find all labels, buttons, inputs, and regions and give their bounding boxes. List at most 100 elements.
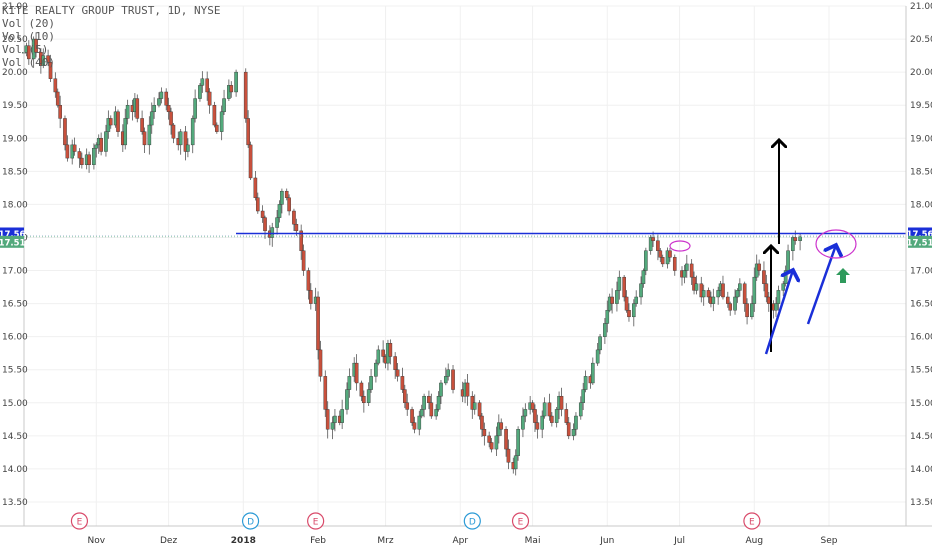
candle-down: [253, 177, 258, 198]
candle-down: [764, 283, 769, 298]
candle-down: [316, 296, 320, 351]
candle-down: [651, 237, 655, 241]
price-axes[interactable]: 21.00 21.00 20.50 20.50 20.00 20.00 19.50 19.50…: [0, 2, 932, 526]
dividend-marker: [463, 512, 481, 530]
candle-down: [451, 369, 455, 390]
y-tick-label-left: 18.50: [2, 167, 28, 177]
horizontal-lines: [0, 232, 906, 238]
candle-up: [443, 376, 448, 384]
candle-up: [603, 323, 607, 337]
candle-down: [55, 91, 60, 106]
candle-down: [566, 422, 571, 437]
candle-up: [159, 91, 164, 99]
candle-up: [554, 409, 559, 423]
resistance-price-badge-right: 17.56: [907, 230, 932, 240]
candle-down: [793, 237, 798, 241]
candle-down: [135, 98, 140, 119]
candle-down: [429, 402, 434, 417]
candle-down: [294, 224, 299, 232]
candle-up: [605, 310, 610, 324]
candle-down: [742, 283, 747, 304]
candle-up: [198, 85, 202, 99]
candle-up: [277, 204, 282, 218]
candle-up: [270, 227, 275, 238]
candle-up: [694, 283, 699, 291]
candle-up: [598, 336, 602, 351]
dividend-marker: [241, 512, 260, 530]
candle-down: [166, 104, 171, 113]
candle-up: [125, 104, 130, 119]
up-arrow-green-icon: [836, 268, 850, 283]
candle-down: [309, 290, 313, 304]
candle-down: [108, 118, 113, 126]
candle-up: [783, 270, 788, 284]
candle-up: [347, 376, 352, 390]
candle-up: [200, 78, 205, 86]
candle-up: [578, 402, 583, 417]
candle-down: [388, 343, 393, 357]
candle-down: [622, 276, 626, 298]
candle-up: [340, 409, 344, 423]
candle-down: [766, 296, 771, 304]
candle-down: [299, 230, 303, 251]
candle-up: [516, 429, 520, 456]
y-tick-label-right: 15.50: [910, 366, 932, 376]
y-tick-label-right: 21.00: [910, 2, 932, 12]
candle-down: [58, 104, 62, 119]
candle-down: [530, 402, 535, 410]
y-tick-label-right: 20.00: [910, 68, 932, 78]
candle-down: [183, 131, 188, 152]
candle-down: [215, 124, 219, 132]
y-tick-label-left: 16.00: [2, 333, 28, 343]
y-tick-label-left: 16.50: [2, 300, 28, 310]
candle-up: [41, 55, 46, 66]
x-tick-label: Jun: [599, 536, 614, 546]
candle-down: [477, 402, 482, 417]
candle-down: [533, 409, 537, 423]
candle-down: [550, 415, 554, 423]
x-tick-label: Mai: [525, 536, 541, 546]
candle-up: [641, 270, 646, 284]
candle-up: [193, 98, 197, 119]
candle-up: [716, 290, 720, 298]
candle-up: [472, 402, 477, 410]
candle-down: [142, 131, 147, 146]
candle-down: [34, 38, 38, 53]
candle-down: [627, 310, 631, 318]
candle-up: [711, 296, 716, 304]
y-tick-label-left: 20.00: [2, 68, 28, 78]
candle-down: [410, 409, 414, 423]
candle-down: [660, 257, 665, 265]
x-tick-label: Apr: [452, 536, 468, 546]
candle-down: [668, 250, 672, 258]
earnings-marker-label: E: [77, 518, 83, 528]
candle-up: [738, 283, 742, 291]
candle-down: [325, 409, 330, 430]
candle-down: [672, 257, 677, 271]
candle-down: [403, 389, 407, 404]
candle-down: [658, 250, 663, 258]
candle-down: [506, 448, 511, 463]
candle-up: [581, 389, 585, 404]
candle-up: [152, 104, 156, 113]
candle-down: [547, 402, 552, 417]
candle-up: [774, 303, 778, 311]
earnings-marker: [743, 512, 761, 530]
candle-down: [381, 349, 385, 357]
candle-down: [169, 111, 173, 126]
candle-down: [395, 369, 400, 377]
earnings-marker-label: E: [313, 518, 319, 528]
y-tick-label-right: 16.50: [910, 300, 932, 310]
y-tick-label-left: 19.50: [2, 101, 28, 111]
y-tick-label-right: 19.00: [910, 134, 932, 144]
candle-up: [439, 382, 443, 397]
candle-up: [540, 415, 545, 430]
candle-down: [564, 409, 569, 423]
candle-up: [178, 131, 183, 146]
candle-up: [752, 276, 757, 304]
candle-down: [306, 270, 311, 291]
